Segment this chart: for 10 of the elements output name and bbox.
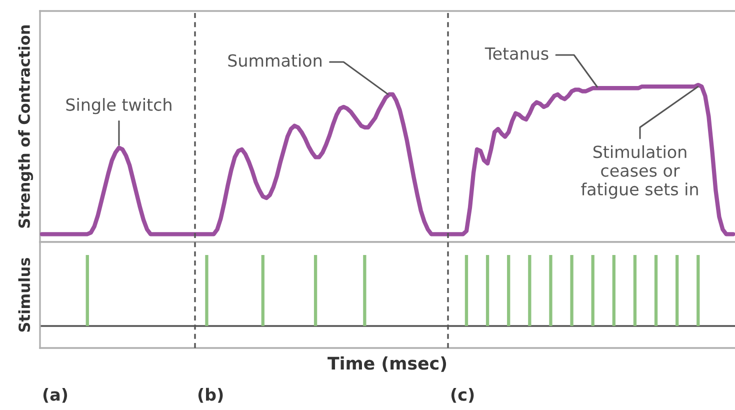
text: (a) bbox=[43, 388, 68, 403]
text: Summation bbox=[228, 54, 322, 67]
y-axis-title: Strength of Contraction bbox=[18, 25, 34, 228]
annotation: Single twitch bbox=[66, 98, 172, 114]
x-axis-title: Time (msec) bbox=[328, 356, 446, 372]
text: Tetanus bbox=[484, 47, 548, 60]
annotation: Stimulation ceases or fatigue sets in bbox=[581, 145, 698, 199]
text: (c) bbox=[451, 388, 474, 403]
text: (b) bbox=[198, 388, 223, 403]
y-axis-title: Stimulus bbox=[18, 258, 30, 332]
